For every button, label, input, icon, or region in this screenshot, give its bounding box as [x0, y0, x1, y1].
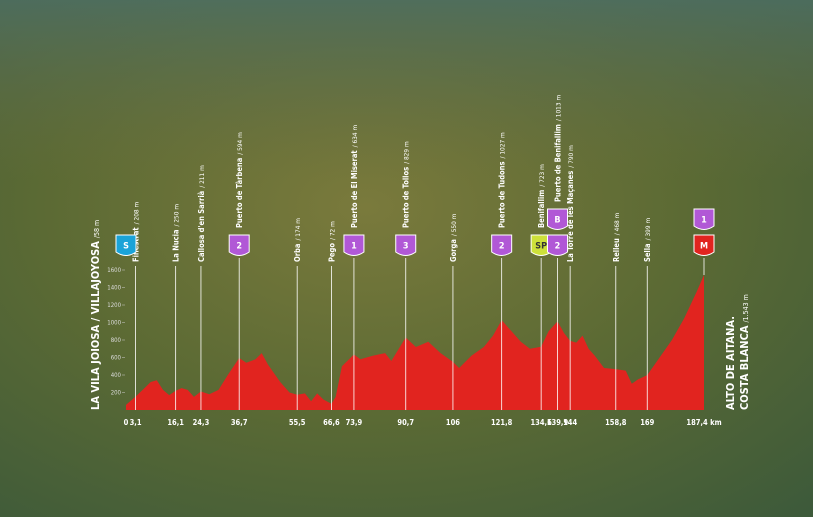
x-tick-label: 158,8 [605, 418, 627, 427]
x-tick-label: 16,1 [167, 418, 184, 427]
y-tick-label: 200 [111, 390, 122, 397]
x-tick-label: 169 [640, 418, 654, 427]
waypoint-label: Puerto de Tàrbena / 594 m [235, 132, 244, 228]
waypoint-label: Sella / 399 m [643, 218, 652, 262]
waypoint-altitude: / 634 m [351, 125, 359, 148]
icon-label: SP [535, 242, 547, 252]
waypoint-name: La Nucia [172, 229, 181, 262]
start-label: LA VILA JOIOSA / VILLAJOYOSA/58 m [89, 220, 102, 410]
x-tick-label: 106 [446, 418, 460, 427]
icon-badge [228, 234, 250, 256]
waypoint-label: Pego / 72 m [327, 221, 336, 262]
waypoint-altitude: / 550 m [450, 213, 458, 236]
waypoint-altitude: / 829 m [403, 141, 411, 164]
waypoint-label: Relleu / 468 m [612, 212, 621, 262]
x-tick-label: 24,3 [193, 418, 210, 427]
waypoint-label: Puerto de Tollos / 829 m [402, 141, 411, 228]
icon-badge [546, 234, 568, 256]
finish-name2: COSTA BLANCA [738, 325, 751, 410]
icon-badge [395, 234, 417, 256]
icon-label: 1 [701, 216, 707, 226]
x-tick-label: 55,5 [289, 418, 306, 427]
waypoint-label: Callosa d'en Sarrià / 211 m [197, 165, 206, 262]
y-tick-label: 1600 [107, 267, 121, 274]
y-tick-label: 400 [111, 372, 122, 379]
waypoint-name: Callosa d'en Sarrià [197, 190, 206, 262]
waypoint-altitude: / 1027 m [499, 132, 507, 159]
y-tick-label: 800 [111, 337, 122, 344]
finish-label: ALTO DE AITANA. [724, 316, 737, 410]
waypoint-label: Benifallim / 723 m [537, 164, 546, 228]
waypoint-label: Puerto de El Miserat / 634 m [350, 125, 359, 228]
waypoint-altitude: / 250 m [173, 204, 181, 227]
x-tick-label: 36,7 [231, 418, 248, 427]
icon-label: 1 [351, 242, 357, 252]
waypoint-altitude: / 211 m [198, 165, 206, 188]
icon-badge [693, 208, 715, 230]
waypoint-name: Sella [643, 243, 652, 262]
icon-badge [115, 234, 137, 256]
finish-name: ALTO DE AITANA. [724, 316, 737, 410]
icon-label: 3 [403, 242, 409, 252]
waypoint-altitude: / 594 m [236, 132, 244, 155]
icon-label: 2 [499, 242, 505, 252]
icon-badge [693, 234, 715, 256]
waypoint-label: Puerto de Tudons / 1027 m [498, 132, 507, 228]
waypoint-name: Relleu [612, 238, 621, 262]
icon-label: 2 [555, 242, 561, 252]
waypoint-label: Puerto de Benifallim / 1013 m [553, 95, 562, 202]
waypoint-altitude: / 723 m [538, 164, 546, 187]
icon-badge [546, 208, 568, 230]
waypoint-name: Puerto de Tollos [402, 167, 411, 228]
icon-label: B [554, 216, 560, 226]
y-tick-label: 1400 [107, 285, 121, 292]
y-tick-label: 1200 [107, 302, 121, 309]
icon-label: 2 [236, 242, 242, 252]
finish-label: COSTA BLANCA/1.543 m [738, 294, 751, 410]
waypoint-altitude: / 790 m [567, 145, 575, 168]
y-tick-label: 1000 [107, 320, 121, 327]
waypoint-label: La Torre de les Maçanes / 790 m [566, 145, 575, 262]
waypoint-altitude: / 208 m [133, 202, 141, 225]
waypoint-label: La Nucia / 250 m [172, 204, 181, 262]
waypoint-label: Orba / 174 m [293, 218, 302, 262]
waypoint-altitude: / 1013 m [554, 95, 562, 122]
icon-label: M [700, 242, 708, 252]
waypoint-name: Pego [327, 243, 336, 262]
x-tick-label: 73,9 [346, 418, 363, 427]
waypoint-name: Puerto de Tàrbena [235, 157, 244, 228]
waypoint-altitude: / 174 m [294, 218, 302, 241]
finish-altitude: /1.543 m [742, 294, 750, 322]
start-altitude: /58 m [93, 220, 101, 238]
waypoint-altitude: / 399 m [644, 218, 652, 241]
waypoint-name: Puerto de El Miserat [350, 150, 359, 228]
waypoint-label: Gorga / 550 m [449, 213, 458, 262]
waypoint-name: Puerto de Tudons [498, 161, 507, 228]
x-tick-label: 187,4 km [686, 418, 721, 427]
start-name: LA VILA JOIOSA / VILLAJOYOSA [89, 241, 102, 410]
elevation-area [126, 275, 704, 410]
icon-badge [491, 234, 513, 256]
y-tick-label: 600 [111, 355, 122, 362]
icon-label: S [123, 242, 129, 252]
x-tick-label: 66,6 [323, 418, 340, 427]
waypoint-altitude: / 468 m [613, 212, 621, 235]
waypoint-name: Puerto de Benifallim [553, 124, 562, 202]
x-tick-label: 144 [563, 418, 577, 427]
x-tick-label: 121,8 [491, 418, 513, 427]
x-tick-label: 0 [124, 418, 129, 427]
x-tick-label: 139,9 [547, 418, 569, 427]
x-tick-label: 3,1 [130, 418, 142, 427]
icon-badge [343, 234, 365, 256]
waypoint-name: Orba [293, 243, 302, 262]
waypoint-name: Gorga [449, 239, 458, 262]
x-tick-label: 134,6 [530, 418, 552, 427]
waypoint-altitude: / 72 m [328, 221, 336, 240]
waypoint-name: La Torre de les Maçanes [566, 171, 575, 262]
x-tick-label: 90,7 [397, 418, 414, 427]
waypoint-name: Benifallim [537, 190, 546, 228]
